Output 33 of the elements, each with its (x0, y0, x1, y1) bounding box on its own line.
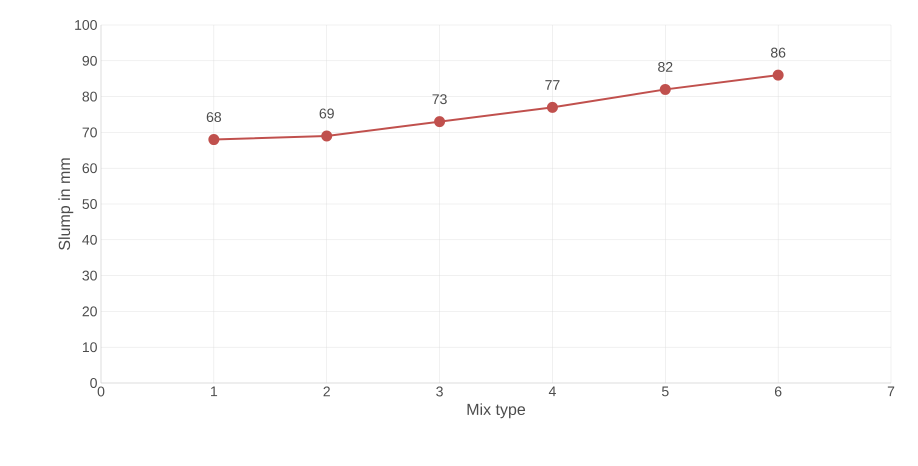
data-label: 73 (432, 94, 447, 104)
y-tick-label: 70 (82, 127, 97, 138)
x-tick-label: 6 (774, 386, 782, 396)
y-tick-label: 90 (82, 56, 97, 66)
data-label: 68 (206, 112, 222, 122)
y-axis-title: Slump in mm (58, 158, 74, 250)
point (321, 130, 332, 142)
data-label: 86 (770, 48, 786, 58)
x-tick-label: 0 (98, 386, 104, 396)
x-tick-label: 2 (324, 386, 330, 396)
point (772, 70, 784, 81)
x-tick-label: 7 (888, 386, 894, 396)
x-tick-label: 4 (548, 386, 556, 396)
y-tick-label: 60 (82, 163, 97, 174)
y-tick-label: 40 (82, 234, 97, 245)
y-tick-label: 100 (75, 20, 97, 30)
x-tick-label: 3 (436, 386, 443, 396)
point (208, 134, 220, 146)
x-tick-label: 1 (211, 386, 218, 396)
point (546, 102, 558, 113)
point (434, 116, 446, 128)
y-tick-label: 50 (82, 199, 97, 209)
y-tick-label: 30 (82, 270, 97, 281)
data-label: 77 (545, 80, 560, 90)
x-tick-label: 5 (662, 386, 669, 396)
x-axis-title: Mix type (468, 403, 526, 418)
data-label: 82 (658, 62, 672, 72)
y-tick-label: 10 (82, 342, 97, 352)
y-tick-label: 20 (82, 306, 97, 316)
point (660, 84, 671, 95)
y-tick-label: 0 (90, 378, 97, 388)
data-label: 69 (320, 108, 334, 118)
y-tick-label: 80 (82, 92, 97, 102)
